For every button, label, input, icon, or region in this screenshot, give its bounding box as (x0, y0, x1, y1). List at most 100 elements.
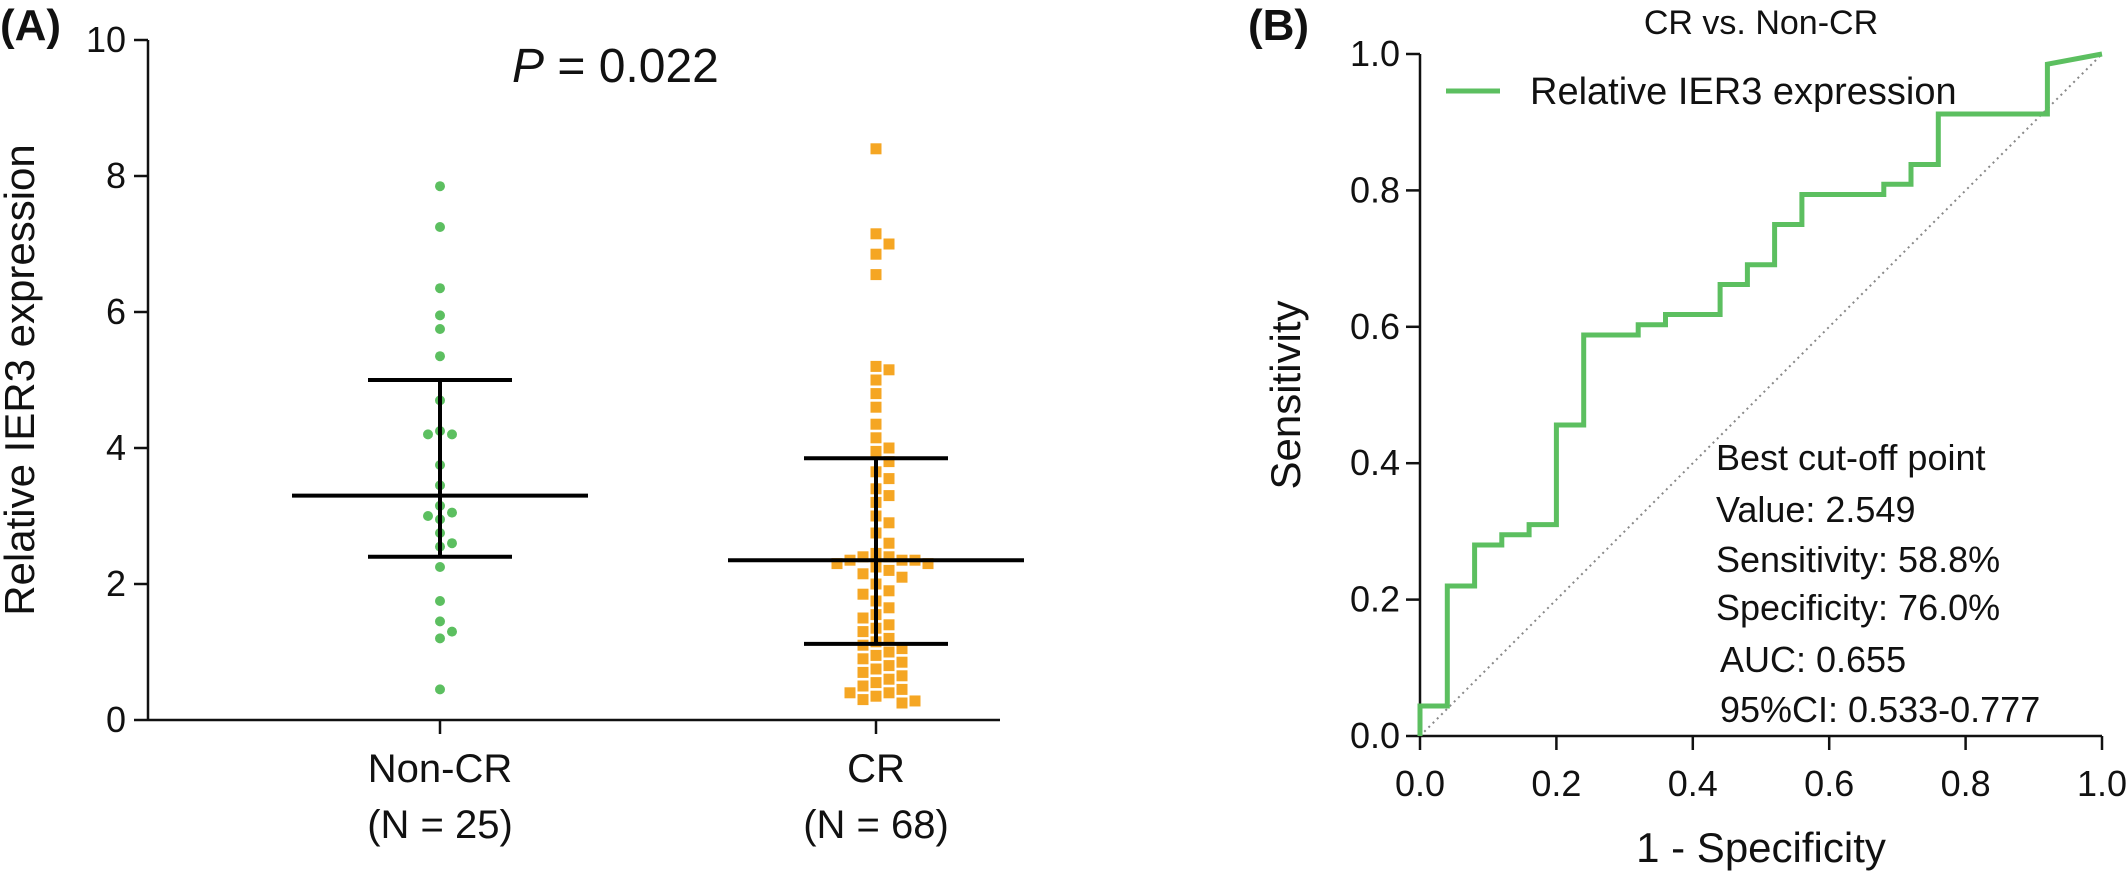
y-tick-label: 10 (86, 19, 126, 60)
cr-data-point (883, 517, 895, 529)
y-tick-label: 2 (106, 563, 126, 604)
cr-data-point (883, 564, 895, 576)
y-tick-label: 8 (106, 155, 126, 196)
cr-data-point (883, 646, 895, 658)
cr-data-point (909, 695, 921, 707)
roc-curve-line (1417, 51, 2103, 736)
cr-data-point (870, 374, 882, 386)
panel-b-x-axis-title: 1 - Specificity (1636, 824, 1886, 871)
cr-data-point (883, 490, 895, 502)
panel-b-x-ticks: 0.0 0.2 0.4 0.6 0.8 1.0 (1395, 736, 2127, 804)
roc-legend: Relative IER3 expression (1446, 71, 1957, 113)
roc-y-tick-label: 0.6 (1350, 306, 1400, 347)
cr-data-point (896, 697, 908, 709)
non-cr-data-point (435, 324, 445, 334)
cr-data-point (883, 551, 895, 563)
cr-data-point (870, 445, 882, 457)
cr-data-point (922, 558, 934, 570)
roc-y-tick-label: 0.0 (1350, 715, 1400, 756)
roc-annotation-line: Specificity: 76.0% (1716, 587, 2000, 628)
cr-data-point (870, 360, 882, 372)
panel-a-label: (A) (0, 1, 61, 50)
category-label: Non-CR (368, 747, 512, 791)
category-n-label: (N = 25) (367, 803, 513, 847)
roc-annotation-line: Value: 2.549 (1716, 489, 1916, 530)
cr-data-point (870, 690, 882, 702)
cr-data-point (857, 551, 869, 563)
cr-data-point (883, 602, 895, 614)
roc-chart-title: CR vs. Non-CR (1644, 4, 1878, 42)
roc-reference-diagonal (1419, 53, 2103, 737)
cr-data-point (883, 632, 895, 644)
roc-annotation-line: Sensitivity: 58.8% (1716, 539, 2000, 580)
roc-annotation-line: AUC: 0.655 (1720, 639, 1906, 680)
non-cr-data-point (435, 684, 445, 695)
non-cr-data-point (435, 283, 445, 294)
cr-data-point (883, 473, 895, 485)
cr-data-point (870, 649, 882, 661)
cr-data-point (883, 687, 895, 699)
cr-data-point (883, 673, 895, 685)
roc-y-tick-label: 0.4 (1350, 442, 1400, 483)
panel-a-y-axis-title: Relative IER3 expression (0, 144, 43, 616)
panel-b-y-axis-title: Sensitivity (1262, 300, 1309, 489)
roc-y-tick-label: 1.0 (1350, 33, 1400, 74)
panel-a-y-ticks: 0 2 4 6 8 10 (86, 19, 148, 740)
non-cr-data-point (435, 616, 445, 627)
y-tick-label: 6 (106, 291, 126, 332)
panel-b-label: (B) (1248, 1, 1309, 50)
y-tick-label: 0 (106, 699, 126, 740)
non-cr-data-point (447, 626, 457, 637)
non-cr-data-point (423, 511, 433, 521)
cr-data-point (857, 653, 869, 665)
cr-data-point (870, 418, 882, 430)
p-value-text: = 0.022 (544, 40, 719, 93)
cr-data-point (870, 269, 882, 281)
panel-a-median-iqr-bars (292, 378, 1024, 646)
p-value-symbol: P (512, 40, 544, 93)
non-cr-data-point (435, 596, 445, 606)
cr-data-point (857, 612, 869, 624)
cr-data-point (896, 670, 908, 682)
cr-data-point (896, 571, 908, 583)
cr-data-point (896, 643, 908, 655)
roc-x-tick-label: 0.6 (1804, 763, 1854, 804)
cr-data-point (870, 677, 882, 689)
cr-data-point (896, 656, 908, 668)
cr-data-point (870, 143, 882, 155)
roc-annotation-line: Best cut-off point (1716, 437, 1986, 478)
roc-x-tick-label: 1.0 (2077, 763, 2127, 804)
cr-data-point (870, 228, 882, 240)
cr-data-point (870, 432, 882, 444)
non-cr-data-point (447, 507, 457, 518)
cr-data-point (870, 248, 882, 260)
panel-a-x-categories: Non-CR (N = 25) CR (N = 68) (367, 720, 949, 847)
non-cr-data-point (435, 633, 445, 644)
cr-data-point (857, 626, 869, 638)
cr-data-point (831, 558, 843, 570)
roc-annotation-line: 95%CI: 0.533-0.777 (1720, 689, 2040, 730)
legend-label: Relative IER3 expression (1530, 71, 1957, 113)
non-cr-data-point (435, 310, 445, 321)
cr-data-point (857, 666, 869, 678)
cr-data-point (857, 568, 869, 580)
cr-data-point (857, 680, 869, 692)
cr-data-point (870, 663, 882, 675)
roc-y-tick-label: 0.2 (1350, 579, 1400, 620)
panel-b-roc-chart: (B) CR vs. Non-CR Sensitivity 1 - Specif… (1248, 1, 2127, 871)
non-cr-data-point (435, 181, 445, 192)
roc-x-tick-label: 0.8 (1941, 763, 1991, 804)
cr-data-point (883, 619, 895, 631)
cr-data-point (844, 687, 856, 699)
category-label: CR (847, 747, 905, 791)
non-cr-data-point (447, 429, 457, 440)
cr-data-point (883, 364, 895, 376)
cr-data-point (883, 238, 895, 250)
cr-data-point (883, 456, 895, 468)
panel-a-scatter-chart: (A) P = 0.022 Relative IER3 expression 0… (0, 1, 1024, 847)
cr-data-point (870, 388, 882, 400)
roc-y-tick-label: 0.8 (1350, 169, 1400, 210)
cr-data-point (883, 537, 895, 549)
cr-data-point (857, 694, 869, 706)
